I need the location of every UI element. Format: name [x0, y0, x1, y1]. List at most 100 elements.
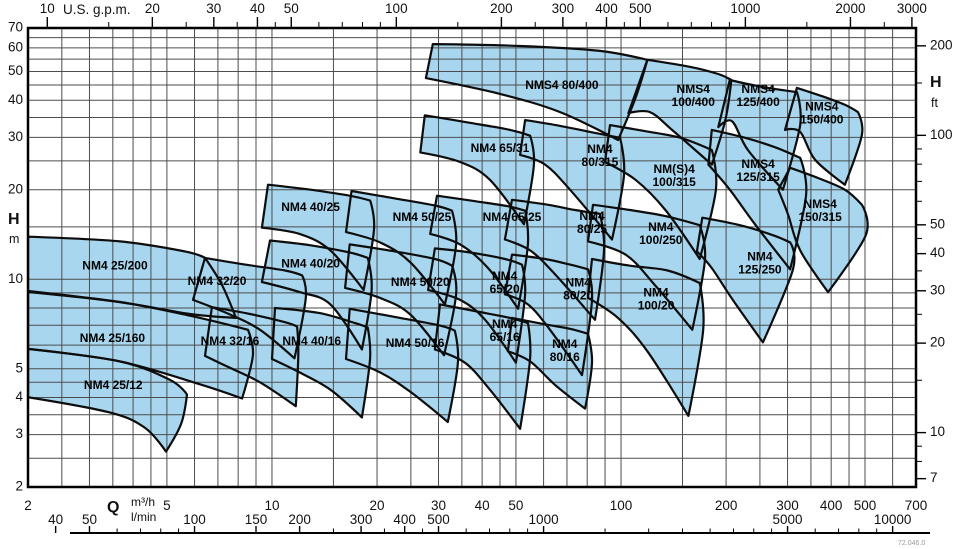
- bottom-axis-m3h-tick-label: 400: [820, 498, 843, 513]
- bottom-axis-m3h-tick-label: 700: [905, 498, 928, 513]
- left-axis-tick-label: 50: [8, 63, 23, 78]
- top-axis-tick-label: 200: [490, 1, 513, 16]
- pump-region-outline: [586, 257, 705, 417]
- top-axis-tick-label: 20: [145, 1, 160, 16]
- pump-region: [708, 129, 807, 270]
- pump-region: [507, 317, 593, 409]
- pump-region-label: NM4 80/315: [582, 142, 619, 169]
- lmin-tick-label: 50: [82, 512, 97, 527]
- top-axis-tick-label: 40: [250, 1, 265, 16]
- pump-region: [696, 217, 795, 343]
- pump-region-outline: [777, 166, 869, 294]
- pump-region-outline: [203, 306, 300, 408]
- left-axis-tick-label: 40: [8, 92, 23, 107]
- pump-region-label: NM4 25/12: [84, 378, 143, 392]
- pump-region-label: NM4 80/25: [577, 209, 607, 236]
- bottom-axis-m3h-tick-label: 30: [431, 498, 446, 513]
- pump-region-label: NMS4 80/400: [525, 78, 599, 92]
- top-axis-tick-label: 50: [284, 1, 299, 16]
- bottom-axis-unit-lmin: l/min: [131, 510, 157, 524]
- bottom-axis-m3h-tick-label: 2: [24, 498, 32, 513]
- pump-region: [28, 236, 236, 318]
- pump-region-label: NMS4 125/400: [736, 82, 780, 109]
- pump-region-label: NMS4 150/315: [798, 197, 842, 224]
- bottom-axis-m3h-tick-label: 20: [370, 498, 385, 513]
- left-axis-tick-label: 5: [15, 360, 23, 375]
- pump-region: [628, 59, 732, 165]
- pump-region-outline: [506, 316, 594, 410]
- pump-region-label: NM4 40/25: [281, 200, 340, 214]
- bottom-axis-title: Q: [107, 499, 120, 516]
- pump-region-outline: [433, 303, 532, 430]
- pump-regions-outline: [28, 43, 869, 453]
- pump-region-outline: [586, 203, 707, 331]
- lmin-tick-label: 100: [183, 512, 206, 527]
- pump-region-label: NMS4 100/400: [672, 82, 716, 109]
- pump-region-outline: [717, 78, 802, 191]
- pump-region: [261, 240, 372, 350]
- bottom-axis-unit-m3h: m³/h: [131, 495, 155, 509]
- right-axis-tick-label: 20: [930, 335, 945, 350]
- lmin-tick-label: 10000: [874, 512, 912, 527]
- pump-region-label: NM4 80/20: [563, 276, 593, 303]
- pump-region-outline: [707, 128, 808, 271]
- lmin-tick-label: 300: [350, 512, 373, 527]
- top-axis-tick-label: 300: [552, 1, 575, 16]
- pump-region-outline: [429, 194, 530, 310]
- pump-region-label: NM4 65/25: [483, 210, 542, 224]
- top-axis-tick-label: 100: [385, 1, 408, 16]
- left-axis-title: H: [8, 211, 20, 228]
- lmin-axis-ticks: [54, 526, 894, 533]
- top-axis-tick-label: 1000: [730, 1, 760, 16]
- bottom-axis-m3h-tick-label: 5: [163, 498, 171, 513]
- pump-region-outline: [627, 58, 733, 166]
- bottom-axis-m3h-tick-label: 100: [610, 498, 633, 513]
- plot-frame: [26, 26, 918, 489]
- pump-region: [425, 44, 648, 140]
- pump-region-outline: [603, 124, 718, 261]
- top-axis-tick-label: 10: [40, 1, 55, 16]
- pump-region-label: NM4 50/16: [386, 336, 445, 350]
- pump-region-label: NM4 80/16: [550, 337, 580, 364]
- left-axis-unit-label: m: [9, 232, 20, 246]
- left-axis-tick-label: 70: [8, 20, 23, 35]
- pump-region-outline: [344, 189, 458, 306]
- top-axis-tick-label: 400: [595, 1, 618, 16]
- lmin-tick-label: 400: [393, 512, 416, 527]
- pump-region-label: NM4 40/20: [281, 256, 340, 270]
- lmin-tick-label: 150: [245, 512, 268, 527]
- right-axis-tick-label: 30: [930, 282, 945, 297]
- bottom-axis-m3h-tick-label: 40: [475, 498, 490, 513]
- pump-region-outline: [260, 183, 376, 292]
- pump-region-label: NM4 65/31: [471, 141, 530, 155]
- pump-region-label: NM4 32/20: [188, 274, 247, 288]
- lmin-tick-label: 200: [288, 512, 311, 527]
- right-axis-tick-label: 10: [930, 424, 945, 439]
- left-axis-tick-label: 30: [8, 129, 23, 144]
- pump-region-label: NM4 125/250: [738, 249, 782, 276]
- pump-region-label: NM4 25/200: [82, 259, 148, 273]
- pump-region-outline: [783, 86, 864, 186]
- top-axis-ticks: [46, 17, 913, 28]
- right-axis-tick-label: 7: [930, 470, 938, 485]
- pump-region-outline: [344, 307, 460, 424]
- bottom-axis-m3h-tick-label: 200: [715, 498, 738, 513]
- pump-region-label: NM4 100/250: [639, 220, 683, 247]
- top-axis-tick-label: 3000: [897, 1, 927, 16]
- top-axis-unit-label: U.S. g.p.m.: [63, 2, 131, 17]
- pump-region-label: NM4 32/16: [201, 334, 260, 348]
- right-axis-tick-label: 50: [930, 216, 945, 231]
- top-axis-tick-label: 2000: [835, 1, 865, 16]
- pump-region-outline: [695, 216, 796, 344]
- pump-region-outline: [424, 43, 649, 142]
- pump-region-outline: [270, 306, 372, 419]
- pump-region: [272, 308, 371, 418]
- pump-region-outline: [427, 247, 527, 364]
- pump-region-outline: [419, 114, 536, 226]
- pump-region-outline: [260, 239, 373, 351]
- bottom-axis-m3h-tick-label: 300: [776, 498, 799, 513]
- pump-region-label: NM4 100/20: [638, 286, 675, 313]
- pump-region: [28, 348, 187, 452]
